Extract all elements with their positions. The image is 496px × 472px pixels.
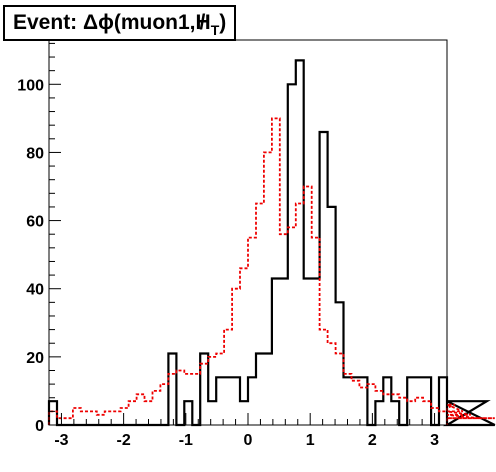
x-tick-label: 3 <box>430 432 439 449</box>
tick-label-layer: -3 -2 -1 0 1 2 3 0 20 40 60 80 100 <box>17 77 439 449</box>
x-tick-label: -3 <box>54 432 68 449</box>
chart-title-met: H / T <box>195 11 220 38</box>
y-tick-label: 60 <box>26 214 44 231</box>
y-tick-label: 0 <box>35 418 44 435</box>
chart-title-prefix: Event: <box>13 11 84 34</box>
x-tick-label: -1 <box>179 432 193 449</box>
chart-title-body: (muon1, <box>113 11 196 34</box>
x-tick-label: 1 <box>306 432 315 449</box>
x-tick-label: -2 <box>117 432 131 449</box>
chart-title-close: ) <box>219 11 227 34</box>
y-tick-label: 80 <box>26 145 44 162</box>
chart-title-slash: / <box>199 11 206 34</box>
chart-title: Event: Δϕ(muon1,H / T) <box>13 11 227 38</box>
chart-title-h: H <box>195 11 211 34</box>
axes-layer <box>48 39 448 426</box>
histogram-series-dashed <box>48 117 495 425</box>
x-tick-label: 2 <box>368 432 377 449</box>
chart-title-subscript: T <box>210 22 220 38</box>
chart-title-box: Event: Δϕ(muon1,H / T) <box>3 5 237 41</box>
y-tick-label: 20 <box>26 350 44 367</box>
y-tick-label: 40 <box>26 282 44 299</box>
y-tick-label: 100 <box>17 77 44 94</box>
chart-title-phi: ϕ <box>98 11 114 34</box>
chart-title-delta: Δ <box>83 11 99 34</box>
x-tick-label: 0 <box>244 432 253 449</box>
